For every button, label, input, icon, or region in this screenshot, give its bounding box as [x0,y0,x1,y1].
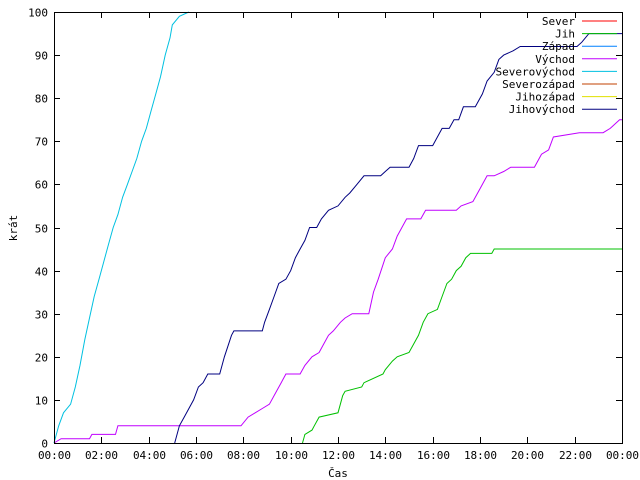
y-tick-label: 60 [35,179,48,192]
legend-label: Východ [535,53,575,66]
legend-label: Severozápad [502,78,575,91]
y-tick-label: 90 [35,50,48,63]
y-tick-label: 30 [35,309,48,322]
y-tick-label: 100 [28,7,48,20]
legend-label: Sever [542,15,575,28]
y-tick-label: 20 [35,352,48,365]
series-line-7 [174,33,622,444]
y-tick-label: 0 [41,438,48,451]
legend: SeverJihZápadVýchodSeverovýchodSeverozáp… [496,15,617,116]
series-layer [53,11,622,444]
series-line-4 [53,11,190,444]
x-tick-label: 02:00 [85,449,118,462]
x-tick-label: 00:00 [606,449,639,462]
x-tick-label: 04:00 [133,449,166,462]
legend-label: Severovýchod [496,65,575,78]
y-axis-label: krát [7,215,20,242]
series-line-3 [53,119,622,444]
x-tick-label: 22:00 [559,449,592,462]
legend-label: Západ [542,40,575,53]
x-axis-label: Čas [328,467,348,480]
legend-label: Jih [555,28,575,41]
y-tick-label: 40 [35,266,48,279]
x-tick-label: 12:00 [322,449,355,462]
x-tick-label: 00:00 [38,449,71,462]
x-tick-label: 18:00 [464,449,497,462]
y-tick-label: 80 [35,93,48,106]
x-tick-label: 08:00 [227,449,260,462]
x-tick-label: 20:00 [511,449,544,462]
y-tick-label: 50 [35,223,48,236]
x-tick-label: 10:00 [275,449,308,462]
legend-label: Jihozápad [515,91,575,104]
x-tick-label: 16:00 [417,449,450,462]
y-tick-label: 70 [35,136,48,149]
x-tick-label: 06:00 [180,449,213,462]
x-tick-label: 14:00 [369,449,402,462]
legend-label: Jihovýchod [509,103,575,116]
series-line-1 [302,248,622,444]
y-tick-label: 10 [35,395,48,408]
ticks-layer: 0 10 20 30 40 50 60 70 80 90 100 00:00 02:00 04:00 06:… [28,7,639,463]
